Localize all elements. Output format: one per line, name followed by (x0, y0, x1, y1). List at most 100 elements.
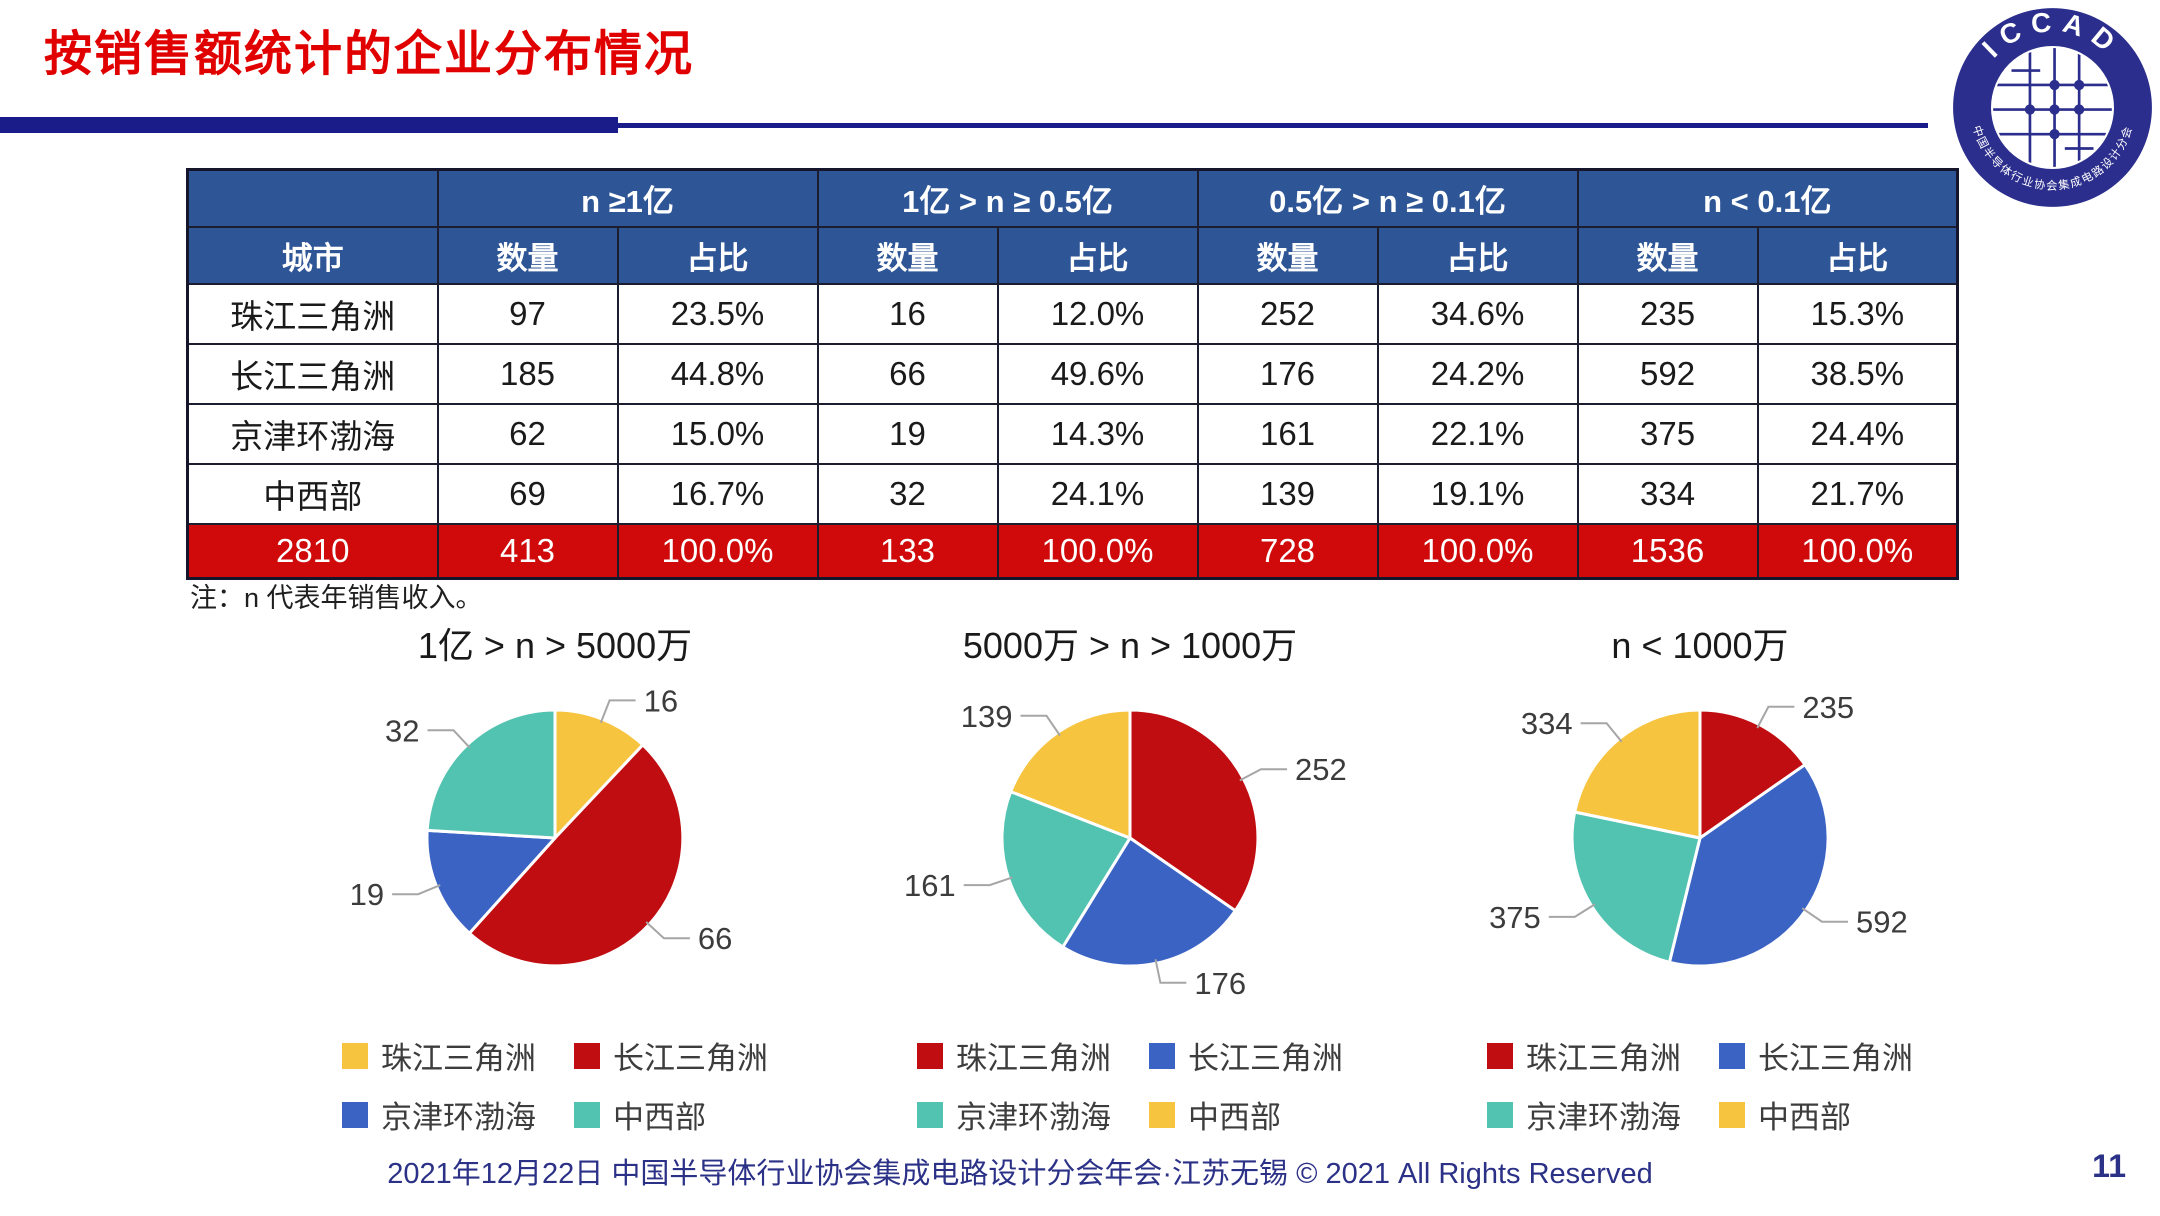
sub-header: 数量 (816, 226, 999, 285)
corner-cell (186, 168, 439, 228)
legend-label: 中西部 (1758, 1100, 1851, 1135)
value-cell: 100.0% (1756, 523, 1959, 580)
value-cell: 69 (436, 463, 619, 525)
value-cell: 97 (436, 283, 619, 345)
legend-item: 长江三角洲 (1719, 1033, 1913, 1078)
label-leader-line (1239, 768, 1287, 782)
pie-title: 1亿 > n > 5000万 (417, 625, 693, 666)
legend-swatch (1487, 1042, 1513, 1069)
legend-item: 中西部 (1719, 1092, 1851, 1137)
legend-swatch (1149, 1101, 1175, 1128)
legend-swatch (574, 1101, 600, 1128)
value-cell: 49.6% (996, 343, 1199, 405)
legend-item: 京津环渤海 (917, 1092, 1111, 1137)
value-cell: 66 (816, 343, 999, 405)
sub-header: 数量 (436, 226, 619, 285)
pie-value-label: 66 (698, 921, 732, 956)
pie-value-label: 375 (1489, 900, 1541, 935)
table-total-row: 2810 413 100.0% 133 100.0% 728 100.0% 1536 100.0… (186, 523, 1959, 580)
group-header: 1亿 > n ≥ 0.5亿 (816, 168, 1199, 228)
legend-swatch (342, 1101, 368, 1128)
legend-swatch (342, 1042, 368, 1069)
legend-item: 京津环渤海 (342, 1092, 536, 1137)
legend-label: 长江三角洲 (613, 1041, 768, 1076)
legend-swatch (1719, 1101, 1745, 1128)
legend-label: 珠江三角洲 (1526, 1041, 1681, 1076)
value-cell: 100.0% (616, 523, 819, 580)
table-row: 珠江三角洲 97 23.5% 16 12.0% 252 34.6% 235 15.3% (186, 283, 1959, 345)
sub-header: 占比 (1756, 226, 1959, 285)
label-leader-line (963, 876, 1013, 887)
value-cell: 38.5% (1756, 343, 1959, 405)
value-cell: 15.0% (616, 403, 819, 465)
value-cell: 14.3% (996, 403, 1199, 465)
pie-chart: 235 592 375 334 (1400, 670, 2000, 1015)
pie-title: 5000万 > n > 1000万 (962, 625, 1298, 666)
value-cell: 19.1% (1376, 463, 1579, 525)
sub-header: 占比 (1376, 226, 1579, 285)
legend-label: 珠江三角洲 (956, 1041, 1111, 1076)
pie-value-label: 32 (385, 713, 419, 748)
pie-legend: 珠江三角洲 长江三角洲 京津环渤海 中西部 (917, 1033, 1343, 1137)
table-header: n ≥1亿 1亿 > n ≥ 0.5亿 0.5亿 > n ≥ 0.1亿 n < … (186, 168, 1959, 285)
value-cell: 24.4% (1756, 403, 1959, 465)
label-leader-line (1020, 714, 1061, 737)
legend-label: 长江三角洲 (1188, 1041, 1343, 1076)
pie-chart: 16 66 19 32 (255, 670, 855, 1015)
legend-item: 京津环渤海 (1487, 1092, 1681, 1137)
city-cell: 2810 (186, 523, 439, 580)
group-header: n < 0.1亿 (1576, 168, 1959, 228)
pie-value-label: 235 (1802, 690, 1854, 725)
value-cell: 62 (436, 403, 619, 465)
pie-legend: 珠江三角洲 长江三角洲 京津环渤海 中西部 (342, 1033, 768, 1137)
value-cell: 12.0% (996, 283, 1199, 345)
pie-value-label: 139 (961, 699, 1013, 734)
legend-label: 京津环渤海 (1526, 1100, 1681, 1135)
value-cell: 413 (436, 523, 619, 580)
pie-slice (425, 708, 557, 840)
footer-text: 2021年12月22日 中国半导体行业协会集成电路设计分会年会·江苏无锡 © 2… (387, 1158, 1653, 1190)
legend-item: 珠江三角洲 (1487, 1033, 1681, 1078)
legend-label: 长江三角洲 (1758, 1041, 1913, 1076)
legend-swatch (1149, 1042, 1175, 1069)
table-row: 长江三角洲 185 44.8% 66 49.6% 176 24.2% 592 38.5% (186, 343, 1959, 405)
value-cell: 100.0% (996, 523, 1199, 580)
sub-header: 占比 (996, 226, 1199, 285)
legend-item: 中西部 (1149, 1092, 1281, 1137)
sales-distribution-table: n ≥1亿 1亿 > n ≥ 0.5亿 0.5亿 > n ≥ 0.1亿 n < … (186, 168, 1960, 580)
value-cell: 176 (1196, 343, 1379, 405)
value-cell: 334 (1576, 463, 1759, 525)
label-leader-line (392, 884, 441, 896)
pie-value-label: 334 (1521, 706, 1573, 741)
pie-value-label: 161 (904, 868, 956, 903)
pie-title: n < 1000万 (1611, 625, 1789, 666)
legend-swatch (1487, 1101, 1513, 1128)
legend-label: 中西部 (1188, 1100, 1281, 1135)
value-cell: 375 (1576, 403, 1759, 465)
legend-label: 京津环渤海 (956, 1100, 1111, 1135)
page-number: 11 (2092, 1148, 2126, 1184)
table-body: 珠江三角洲 97 23.5% 16 12.0% 252 34.6% 235 15.3% 长江三角洲… (186, 283, 1959, 580)
value-cell: 16.7% (616, 463, 819, 525)
pie-block-2: 5000万 > n > 1000万 252 176 161 139 珠江三角洲 长江三… (830, 622, 1430, 1137)
city-cell: 中西部 (186, 463, 439, 525)
value-cell: 133 (816, 523, 999, 580)
legend-swatch (917, 1101, 943, 1128)
pie-value-label: 19 (350, 877, 384, 912)
value-cell: 44.8% (616, 343, 819, 405)
legend-item: 珠江三角洲 (917, 1033, 1111, 1078)
table-row: 中西部 69 16.7% 32 24.1% 139 19.1% 334 21.7% (186, 463, 1959, 525)
label-leader-line (599, 699, 636, 724)
value-cell: 235 (1576, 283, 1759, 345)
label-leader-line (1801, 907, 1848, 923)
label-leader-line (645, 921, 690, 940)
legend-item: 珠江三角洲 (342, 1033, 536, 1078)
sub-header: 数量 (1196, 226, 1379, 285)
pie-block-1: 1亿 > n > 5000万 16 66 19 32 珠江三角洲 长江三角洲 京津环渤… (255, 622, 855, 1137)
legend-label: 中西部 (613, 1100, 706, 1135)
legend-label: 珠江三角洲 (381, 1041, 536, 1076)
value-cell: 16 (816, 283, 999, 345)
legend-swatch (917, 1042, 943, 1069)
value-cell: 252 (1196, 283, 1379, 345)
value-cell: 23.5% (616, 283, 819, 345)
